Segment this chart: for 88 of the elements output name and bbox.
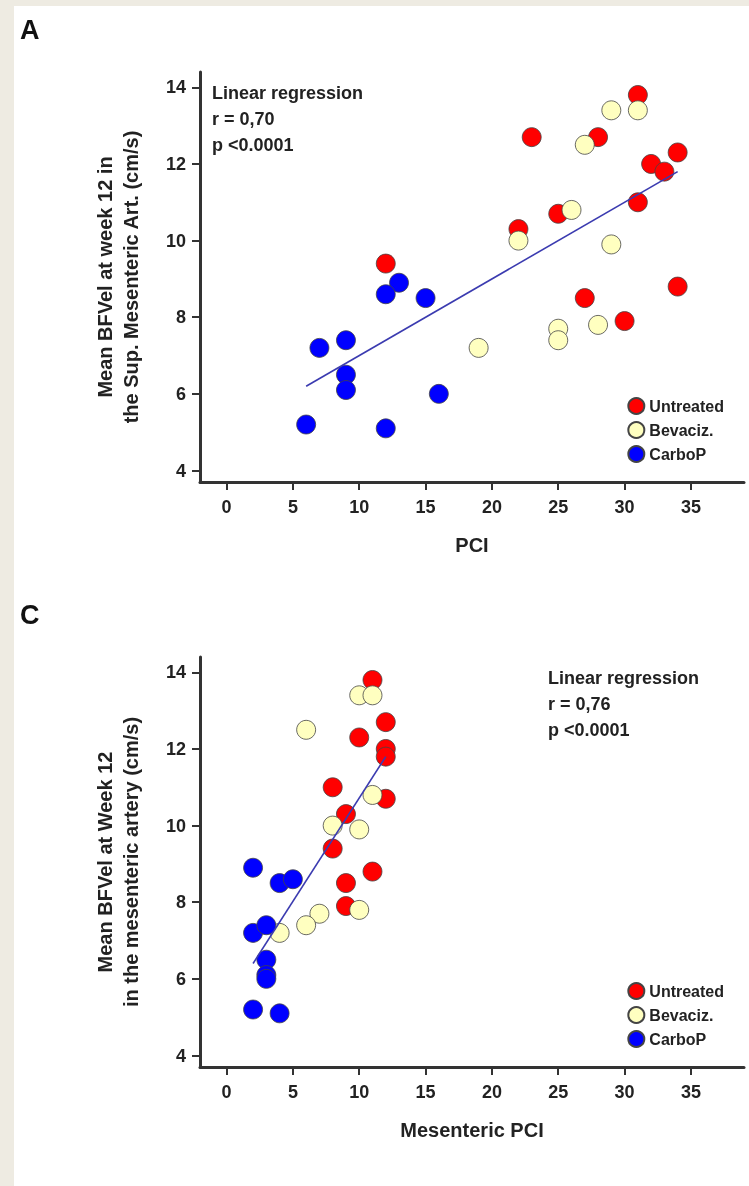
x-tick-label: 35	[680, 1082, 701, 1102]
x-tick-label: 20	[481, 1082, 502, 1102]
legend-label: Untreated	[649, 982, 725, 1000]
point	[322, 838, 343, 859]
point	[309, 337, 330, 358]
x-tick-label: 0	[221, 497, 232, 517]
point	[428, 383, 449, 404]
x-tick-label: 5	[287, 1082, 298, 1102]
point	[375, 253, 396, 274]
x-tick-label: 20	[481, 497, 502, 517]
x-tick-label: 10	[349, 497, 370, 517]
point	[296, 915, 317, 936]
point	[322, 777, 343, 798]
y-tick-label: 8	[175, 307, 186, 328]
y-tick-label: 12	[165, 738, 186, 759]
point	[588, 315, 608, 335]
y-tick-label: 8	[175, 892, 186, 913]
point	[601, 100, 622, 121]
point	[627, 192, 648, 213]
point	[269, 1003, 290, 1024]
point	[336, 873, 356, 893]
y-tick-label: 14	[165, 662, 186, 683]
y-tick-label: 10	[165, 815, 186, 836]
y-tick-label: 12	[165, 153, 186, 174]
point	[468, 337, 489, 358]
point	[296, 414, 317, 435]
point	[389, 272, 409, 293]
point	[667, 142, 688, 163]
point	[375, 712, 396, 733]
y-tick-label: 4	[175, 460, 186, 481]
y-tick-label: 4	[175, 1045, 186, 1066]
point	[574, 288, 595, 308]
point	[349, 727, 370, 748]
point	[614, 311, 635, 331]
point	[349, 900, 370, 920]
point	[362, 861, 383, 882]
point	[654, 161, 675, 182]
x-tick-label: 25	[548, 497, 569, 517]
point	[508, 230, 529, 251]
legend-label: Bevaciz.	[649, 1006, 714, 1024]
y-tick-label: 6	[175, 968, 186, 989]
point	[375, 284, 396, 305]
chart-title: A	[20, 14, 40, 45]
point	[243, 857, 263, 878]
point	[256, 915, 277, 936]
x-tick-label: 10	[349, 1082, 370, 1102]
legend-label: Bevaciz.	[649, 421, 714, 439]
x-tick-label: 30	[614, 497, 635, 517]
y-axis-title: Mean BFVel at Week 12 in the mesenteric artery (cm/s)	[94, 716, 142, 1008]
x-tick-label: 30	[614, 1082, 635, 1102]
point	[667, 276, 688, 297]
point	[627, 100, 648, 121]
point	[548, 330, 569, 351]
x-tick-label: 15	[415, 1082, 436, 1102]
point	[375, 418, 396, 439]
x-tick-label: 5	[287, 497, 298, 517]
point	[601, 234, 622, 255]
point	[375, 746, 396, 767]
point	[415, 288, 436, 308]
point	[322, 815, 343, 836]
legend-label: CarboP	[649, 1030, 707, 1048]
point	[243, 999, 263, 1020]
point	[309, 903, 330, 924]
x-axis-title: Mesenteric PCI	[400, 1119, 544, 1141]
point	[574, 134, 595, 155]
point	[349, 819, 370, 840]
point	[362, 785, 383, 805]
point	[283, 869, 303, 890]
point	[336, 380, 356, 400]
y-tick-label: 14	[165, 77, 186, 98]
x-tick-label: 35	[680, 497, 701, 517]
point	[336, 330, 356, 351]
x-tick-label: 0	[221, 1082, 232, 1102]
x-tick-label: 25	[548, 1082, 569, 1102]
x-tick-label: 15	[415, 497, 436, 517]
y-tick-label: 10	[165, 230, 186, 251]
legend-label: CarboP	[649, 445, 707, 463]
annotation: Linear regression r = 0,76 p <0.0001	[547, 668, 699, 740]
x-axis-title: PCI	[455, 534, 489, 556]
chart-title: C	[20, 599, 40, 630]
y-tick-label: 6	[175, 383, 186, 404]
legend-label: Untreated	[649, 397, 725, 415]
point	[561, 200, 582, 220]
y-axis-title: Mean BFVel at week 12 in the Sup. Mesenteric Art. (cm/s)	[94, 130, 142, 424]
point	[296, 719, 317, 740]
annotation: Linear regression r = 0,70 p <0.0001	[212, 83, 364, 155]
point	[521, 127, 542, 148]
point	[362, 685, 383, 706]
